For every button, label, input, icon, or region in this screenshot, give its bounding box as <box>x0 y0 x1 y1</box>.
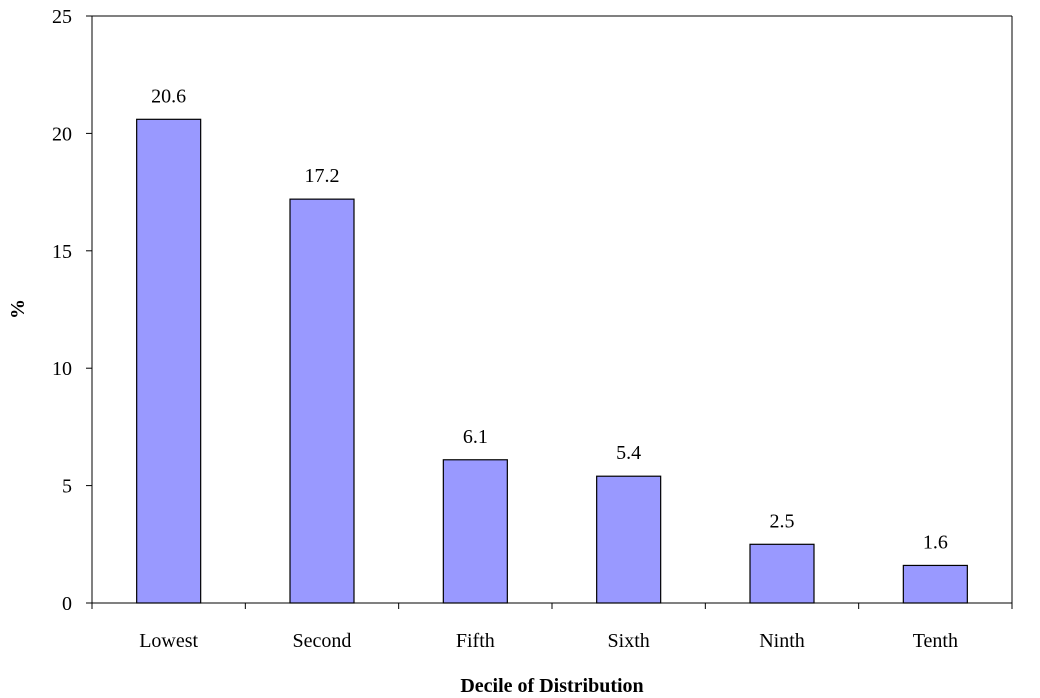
plot-frame <box>91 15 1013 604</box>
x-axis-title: Decile of Distribution <box>460 675 643 697</box>
y-tick-label: 25 <box>52 6 72 28</box>
bar-ninth <box>749 543 815 604</box>
bar-second <box>289 198 355 604</box>
bar-sixth <box>596 475 662 604</box>
data-label: 17.2 <box>305 165 340 187</box>
y-tick-label: 0 <box>62 593 72 615</box>
y-tick-label: 10 <box>52 358 72 380</box>
category-label: Second <box>293 630 352 652</box>
bar-lowest <box>136 118 202 604</box>
category-labels: Lowest Second Fifth Sixth Ninth Tenth <box>139 630 958 652</box>
y-tick-label: 15 <box>52 241 72 263</box>
bar-tenth <box>902 564 968 604</box>
data-label: 20.6 <box>151 85 186 107</box>
y-tick-label: 5 <box>62 476 72 498</box>
data-labels: 20.6 17.2 6.1 5.4 2.5 1.6 <box>151 85 948 553</box>
category-label: Fifth <box>456 630 495 652</box>
data-label: 5.4 <box>616 442 641 464</box>
bar-fifth <box>442 459 508 604</box>
category-label: Ninth <box>759 630 805 652</box>
data-label: 1.6 <box>923 531 948 553</box>
data-label: 6.1 <box>463 426 488 448</box>
bars <box>136 118 968 604</box>
category-label: Sixth <box>608 630 650 652</box>
data-label: 2.5 <box>770 510 795 532</box>
y-axis-ticks: 0 5 10 15 20 25 <box>52 6 92 615</box>
category-label: Lowest <box>139 630 198 652</box>
y-tick-label: 20 <box>52 123 72 145</box>
y-axis-title: % <box>7 299 29 319</box>
x-axis-ticks <box>91 603 1013 609</box>
category-label: Tenth <box>913 630 958 652</box>
